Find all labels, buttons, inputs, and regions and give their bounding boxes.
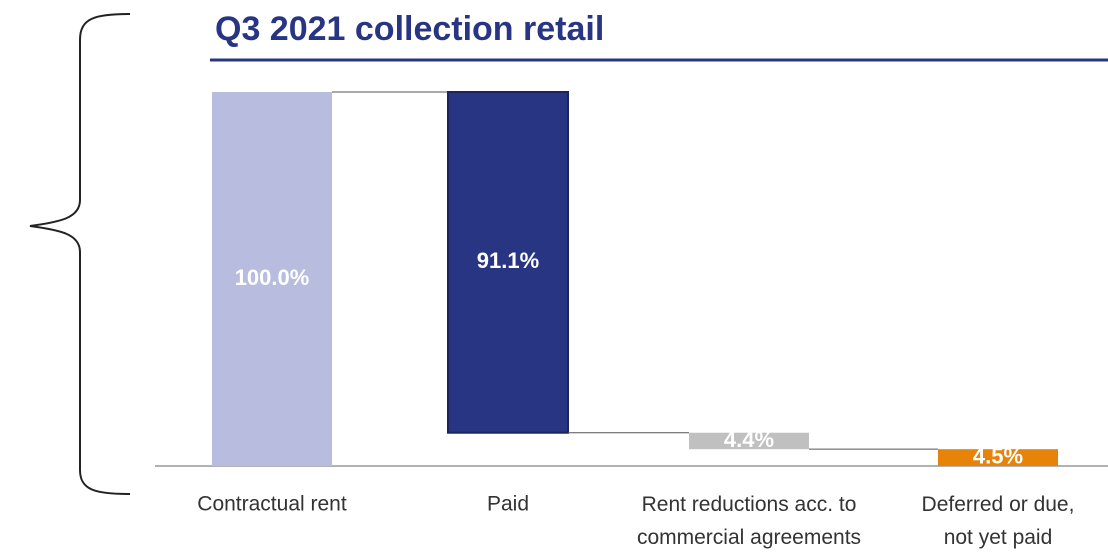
x-tick-label: Contractual rent <box>197 493 347 516</box>
bar <box>689 432 809 450</box>
value-label: 91.1% <box>477 248 539 273</box>
bar <box>447 91 569 434</box>
bar <box>212 92 332 466</box>
value-label: 100.0% <box>235 265 310 290</box>
value-label: 4.5% <box>973 443 1023 468</box>
value-label: 4.4% <box>724 427 774 452</box>
chart-title: Q3 2021 collection retail <box>215 10 604 48</box>
bar <box>938 449 1058 466</box>
x-tick-label: Paid <box>487 493 529 516</box>
x-tick-label: Rent reductions acc. to commercial agreem… <box>637 493 861 549</box>
x-tick-label: Deferred or due, not yet paid <box>922 493 1075 549</box>
brace <box>29 13 131 495</box>
